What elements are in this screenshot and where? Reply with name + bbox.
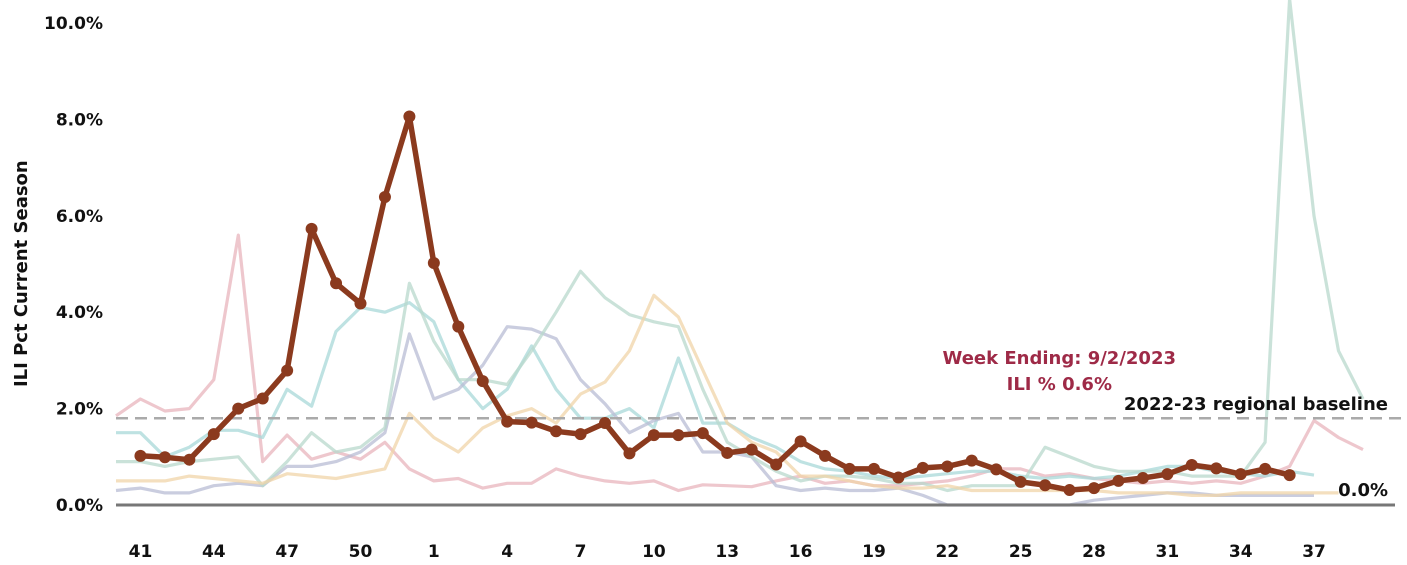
current-season-point <box>403 110 416 123</box>
x-tick-label: 34 <box>1229 542 1253 562</box>
prior-season-line <box>116 0 1365 493</box>
current-season-point <box>1185 458 1198 471</box>
current-season-point <box>892 471 905 484</box>
current-season-point <box>721 446 734 459</box>
current-season-point <box>207 428 220 441</box>
current-season-point <box>623 447 636 460</box>
current-season-point <box>232 402 245 415</box>
current-season-point <box>990 463 1003 476</box>
y-tick-label: 2.0% <box>56 400 103 420</box>
prior-season-line <box>115 325 1314 507</box>
current-season-point <box>281 364 294 377</box>
current-season-point <box>916 461 929 474</box>
current-season-point <box>843 462 856 475</box>
x-tick-label: 10 <box>642 542 666 562</box>
current-season-point <box>550 425 563 438</box>
current-season-point <box>1112 474 1125 487</box>
current-season-point <box>378 191 391 204</box>
current-season-point <box>452 320 465 333</box>
current-season-point <box>1210 462 1223 475</box>
x-tick-label: 28 <box>1082 542 1106 562</box>
current-season-point <box>330 277 343 290</box>
x-tick-label: 19 <box>862 542 886 562</box>
baseline-label: 2022-23 regional baseline <box>1124 394 1388 415</box>
current-season-point <box>427 257 440 270</box>
week-ending-annotation: Week Ending: 9/2/2023 <box>943 348 1177 369</box>
current-season-point <box>183 453 196 466</box>
current-season-point <box>256 392 269 405</box>
current-season-point <box>1259 462 1272 475</box>
prior-season-line <box>116 293 1339 497</box>
current-season-point <box>794 435 807 448</box>
x-tick-label: 41 <box>129 542 153 562</box>
current-season-point <box>672 429 685 442</box>
x-tick-label: 16 <box>789 542 813 562</box>
current-season-point <box>1014 475 1027 488</box>
current-season-point <box>1136 472 1149 485</box>
current-season-point <box>599 417 611 430</box>
current-season-point <box>1234 468 1247 481</box>
ili-percent-annotation: ILI % 0.6% <box>1007 374 1112 395</box>
x-tick-label: 22 <box>935 542 959 562</box>
current-season-point <box>525 416 538 429</box>
current-season-point <box>965 454 978 467</box>
x-tick-label: 31 <box>1156 542 1180 562</box>
x-tick-label: 1 <box>428 542 440 562</box>
current-season-point <box>134 449 147 462</box>
y-tick-label: 10.0% <box>44 14 103 34</box>
x-tick-label: 25 <box>1009 542 1033 562</box>
x-tick-label: 7 <box>575 542 587 562</box>
current-season-point <box>745 443 758 456</box>
y-tick-label: 8.0% <box>56 110 103 130</box>
prior-season-line <box>115 233 1364 493</box>
x-tick-label: 13 <box>715 542 739 562</box>
zero-label: 0.0% <box>1338 480 1388 501</box>
current-season-point <box>158 451 171 464</box>
current-season-point <box>941 460 954 473</box>
x-tick-label: 47 <box>275 542 299 562</box>
x-tick-label: 37 <box>1302 542 1326 562</box>
x-tick-label: 44 <box>202 542 226 562</box>
current-season-point <box>1088 482 1100 495</box>
y-axis-title: ILI Pct Current Season <box>11 160 32 387</box>
current-season-point <box>354 297 367 310</box>
current-season-point <box>1063 484 1076 497</box>
y-tick-label: 0.0% <box>56 496 103 516</box>
x-tick-label: 50 <box>349 542 373 562</box>
current-season-point <box>501 415 514 428</box>
current-season-point <box>1039 479 1052 492</box>
current-season-point <box>574 428 587 441</box>
y-tick-label: 6.0% <box>56 207 103 227</box>
current-season-point <box>305 222 318 235</box>
y-tick-label: 4.0% <box>56 303 103 323</box>
current-season-point <box>1161 468 1174 481</box>
current-season-point <box>1283 469 1296 482</box>
current-season-point <box>476 375 489 388</box>
prior-season-line <box>116 301 1315 481</box>
current-season-point <box>867 462 880 475</box>
current-season-point <box>647 429 660 442</box>
current-season-point <box>696 427 709 440</box>
current-season-point <box>819 449 832 462</box>
current-season-point <box>770 458 783 471</box>
x-tick-label: 4 <box>501 542 513 562</box>
